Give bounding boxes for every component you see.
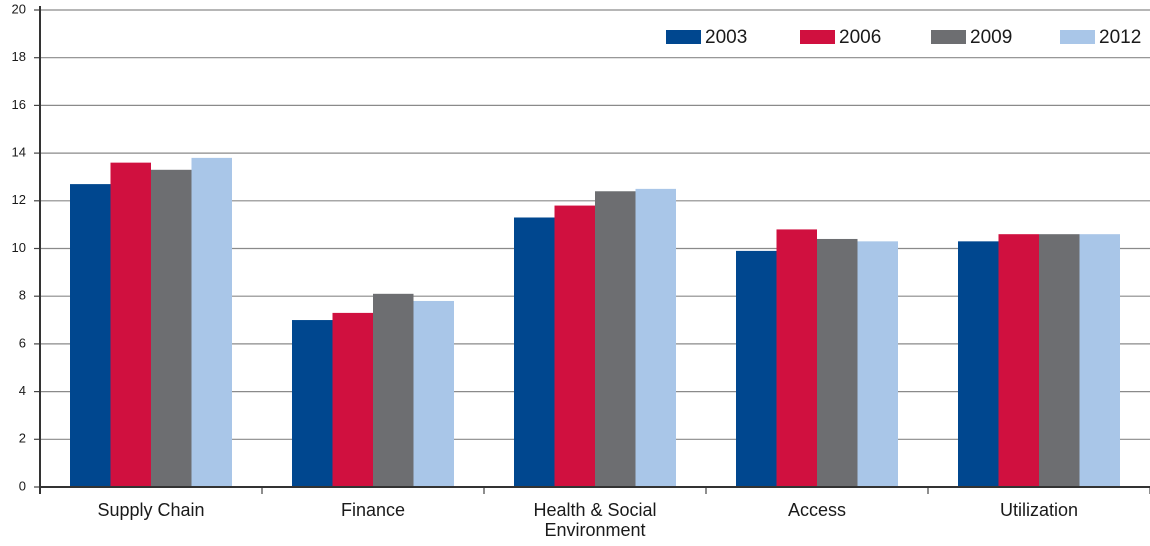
bar bbox=[635, 188, 676, 487]
y-tick-label: 4 bbox=[19, 383, 26, 398]
bar bbox=[998, 234, 1039, 487]
bar bbox=[110, 162, 151, 487]
bar bbox=[413, 300, 454, 487]
legend-swatch bbox=[666, 30, 701, 44]
y-tick-label: 18 bbox=[12, 49, 26, 64]
x-tick-label: Finance bbox=[340, 500, 406, 520]
bar bbox=[514, 217, 555, 487]
legend-label: 2012 bbox=[1099, 27, 1141, 48]
y-tick-label: 16 bbox=[12, 97, 26, 112]
bar bbox=[554, 205, 595, 487]
bar bbox=[373, 293, 414, 487]
bar bbox=[595, 191, 636, 487]
legend-label: 2006 bbox=[839, 27, 881, 48]
y-tick-label: 10 bbox=[12, 240, 26, 255]
y-tick-label: 0 bbox=[19, 478, 26, 493]
bar bbox=[70, 184, 111, 488]
bar bbox=[776, 229, 817, 488]
bar bbox=[191, 157, 232, 487]
legend-swatch bbox=[800, 30, 835, 44]
y-tick-label: 20 bbox=[12, 1, 26, 16]
bar bbox=[958, 241, 999, 487]
bar bbox=[857, 241, 898, 487]
y-tick-label: 6 bbox=[19, 335, 26, 350]
legend-swatch bbox=[931, 30, 966, 44]
bar bbox=[817, 238, 858, 487]
y-tick-label: 14 bbox=[12, 145, 26, 160]
legend-label: 2003 bbox=[705, 27, 747, 48]
bar bbox=[292, 320, 333, 487]
x-tick-label: Utilization bbox=[999, 500, 1079, 520]
bar bbox=[151, 169, 192, 488]
legend-swatch bbox=[1060, 30, 1095, 44]
y-tick-label: 12 bbox=[12, 192, 26, 207]
x-tick-label: Access bbox=[787, 500, 847, 520]
bar bbox=[332, 312, 373, 487]
x-tick-label: Supply Chain bbox=[97, 500, 205, 520]
bar bbox=[1039, 234, 1080, 487]
y-tick-label: 2 bbox=[19, 431, 26, 446]
y-tick-label: 8 bbox=[19, 288, 26, 303]
bar bbox=[1079, 234, 1120, 487]
x-tick-label: Health & Social Environment bbox=[533, 500, 657, 540]
legend-label: 2009 bbox=[970, 27, 1012, 48]
bar bbox=[736, 250, 777, 487]
